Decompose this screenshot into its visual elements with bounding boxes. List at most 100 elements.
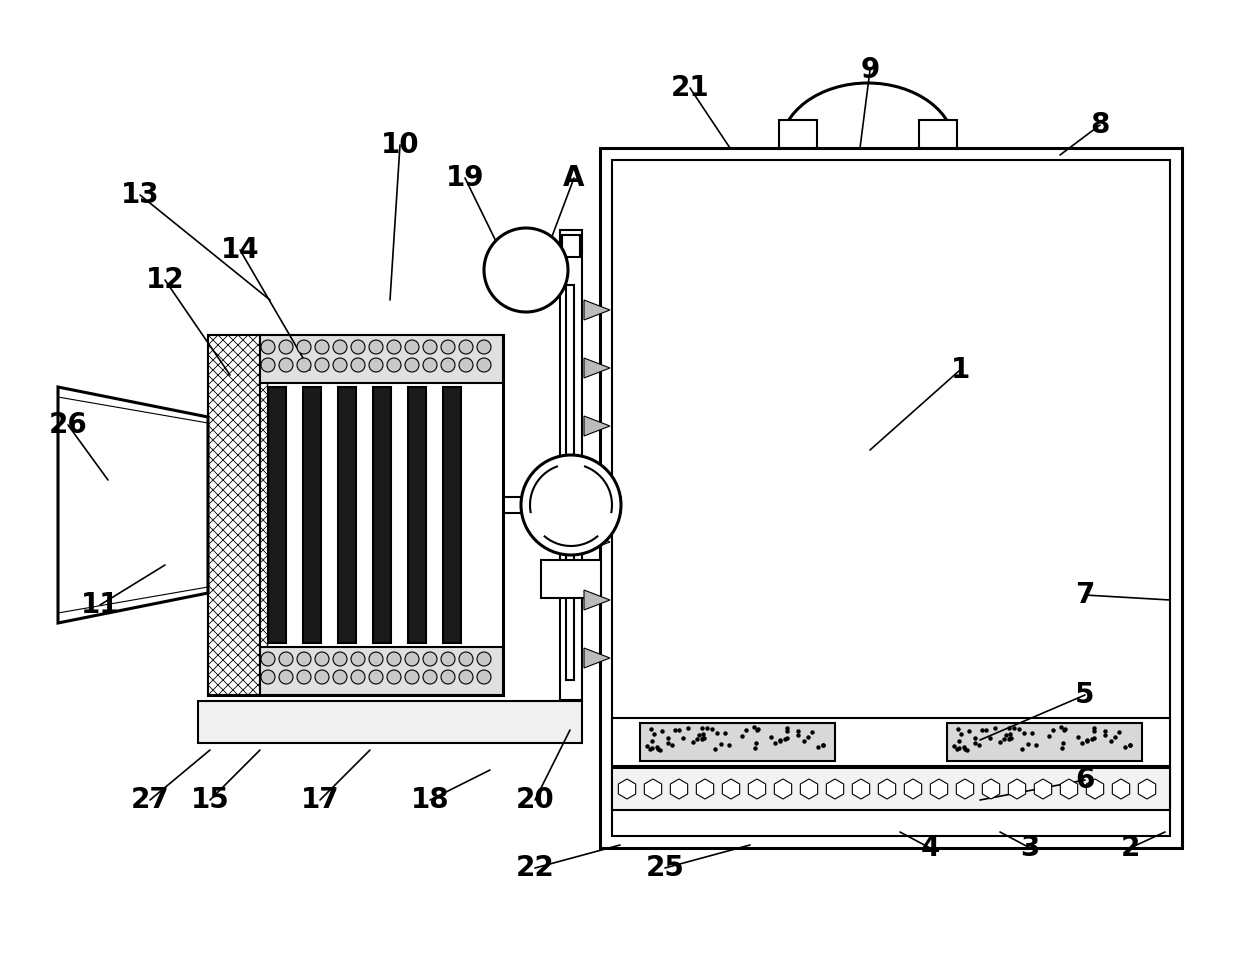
Circle shape <box>423 652 436 666</box>
Polygon shape <box>584 590 610 610</box>
Bar <box>373 387 391 643</box>
Circle shape <box>260 340 275 354</box>
Circle shape <box>521 455 621 555</box>
Circle shape <box>477 652 491 666</box>
Bar <box>560 230 582 700</box>
Bar <box>303 387 321 643</box>
Circle shape <box>459 652 472 666</box>
Text: 25: 25 <box>646 854 684 882</box>
Bar <box>640 723 835 761</box>
Text: 21: 21 <box>671 74 709 102</box>
Circle shape <box>334 358 347 372</box>
Bar <box>198 701 582 743</box>
Circle shape <box>477 670 491 684</box>
Bar <box>613 160 1171 836</box>
Circle shape <box>387 358 401 372</box>
Circle shape <box>484 228 568 312</box>
Bar <box>541 560 601 598</box>
Polygon shape <box>584 474 610 494</box>
Text: 19: 19 <box>445 164 485 192</box>
Circle shape <box>351 670 365 684</box>
Text: 22: 22 <box>516 854 554 882</box>
Circle shape <box>423 670 436 684</box>
Circle shape <box>405 358 419 372</box>
Circle shape <box>279 652 293 666</box>
Circle shape <box>441 652 455 666</box>
Circle shape <box>405 340 419 354</box>
Circle shape <box>441 340 455 354</box>
Bar <box>208 335 503 695</box>
Text: 15: 15 <box>191 786 229 814</box>
Text: 26: 26 <box>48 411 87 439</box>
Text: 7: 7 <box>1075 581 1095 609</box>
Circle shape <box>279 670 293 684</box>
Circle shape <box>334 670 347 684</box>
Circle shape <box>298 652 311 666</box>
Bar <box>613 768 1171 810</box>
Bar <box>565 285 574 680</box>
Text: 20: 20 <box>516 786 554 814</box>
Circle shape <box>351 340 365 354</box>
Circle shape <box>477 340 491 354</box>
Bar <box>517 261 534 279</box>
Circle shape <box>387 670 401 684</box>
Circle shape <box>260 652 275 666</box>
Text: 2: 2 <box>1120 834 1140 862</box>
Circle shape <box>334 652 347 666</box>
Text: 9: 9 <box>861 56 879 84</box>
Circle shape <box>387 340 401 354</box>
Text: 11: 11 <box>81 591 119 619</box>
Text: 10: 10 <box>381 131 419 159</box>
Circle shape <box>315 358 329 372</box>
Circle shape <box>459 670 472 684</box>
Bar <box>600 148 1182 848</box>
Bar <box>443 387 461 643</box>
Circle shape <box>370 652 383 666</box>
Circle shape <box>315 670 329 684</box>
Bar <box>268 387 286 643</box>
Circle shape <box>370 340 383 354</box>
Circle shape <box>298 340 311 354</box>
Bar <box>779 120 817 148</box>
Circle shape <box>370 670 383 684</box>
Bar <box>408 387 427 643</box>
Text: 8: 8 <box>1090 111 1110 139</box>
Circle shape <box>441 358 455 372</box>
Circle shape <box>315 652 329 666</box>
Bar <box>947 723 1142 761</box>
Polygon shape <box>58 387 208 623</box>
Polygon shape <box>584 648 610 668</box>
Bar <box>339 387 356 643</box>
Polygon shape <box>584 300 610 320</box>
Text: 27: 27 <box>130 786 170 814</box>
Text: 6: 6 <box>1075 766 1095 794</box>
Circle shape <box>279 358 293 372</box>
Circle shape <box>405 670 419 684</box>
Text: 12: 12 <box>145 266 185 294</box>
Text: 5: 5 <box>1075 681 1095 709</box>
Circle shape <box>279 340 293 354</box>
Polygon shape <box>584 532 610 552</box>
Circle shape <box>423 340 436 354</box>
Circle shape <box>370 358 383 372</box>
Circle shape <box>423 358 436 372</box>
Circle shape <box>334 340 347 354</box>
Text: 4: 4 <box>920 834 940 862</box>
Circle shape <box>298 358 311 372</box>
Circle shape <box>260 670 275 684</box>
Text: 13: 13 <box>120 181 159 209</box>
Circle shape <box>405 652 419 666</box>
Bar <box>562 235 580 257</box>
Circle shape <box>260 358 275 372</box>
Text: 14: 14 <box>221 236 259 264</box>
Circle shape <box>298 670 311 684</box>
Text: 18: 18 <box>410 786 449 814</box>
Text: 17: 17 <box>300 786 340 814</box>
Polygon shape <box>584 358 610 378</box>
Circle shape <box>441 670 455 684</box>
Circle shape <box>459 340 472 354</box>
Bar <box>208 335 260 695</box>
Bar <box>260 335 503 383</box>
Circle shape <box>459 358 472 372</box>
Text: A: A <box>563 164 585 192</box>
